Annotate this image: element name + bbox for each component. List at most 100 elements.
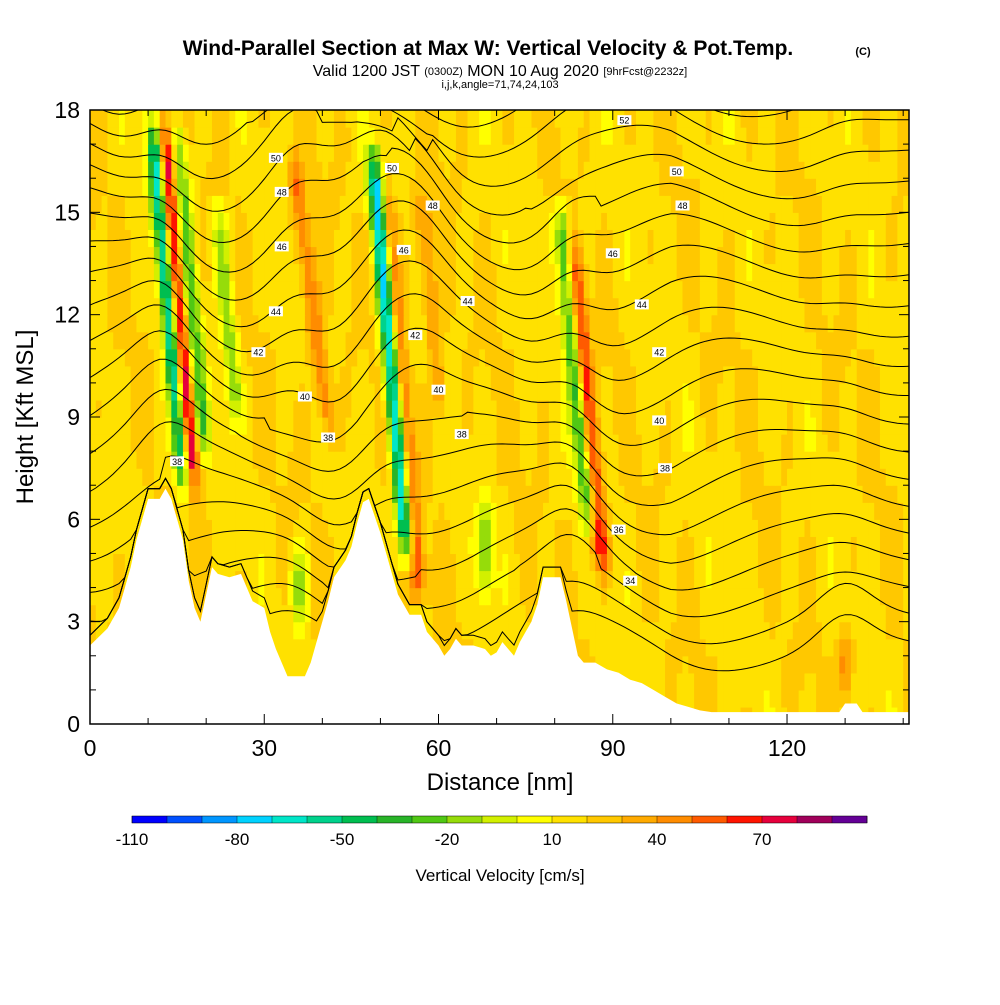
velocity-cell [624, 621, 631, 640]
velocity-cell [368, 331, 376, 350]
velocity-cell [397, 212, 405, 230]
velocity-cell [455, 263, 463, 282]
velocity-cell [769, 587, 777, 606]
velocity-cell [862, 263, 869, 282]
velocity-cell [252, 178, 260, 196]
velocity-cell [618, 280, 625, 299]
velocity-cell [537, 178, 544, 196]
velocity-cell [363, 263, 370, 282]
velocity-cell [595, 365, 602, 384]
velocity-cell [386, 229, 393, 248]
velocity-cell [229, 536, 236, 555]
velocity-cell [246, 314, 254, 333]
velocity-cell [601, 382, 608, 401]
velocity-cell [763, 229, 771, 248]
velocity-cell [572, 587, 579, 606]
velocity-cell [211, 178, 219, 196]
velocity-cell [845, 485, 852, 503]
velocity-cell [717, 536, 724, 555]
velocity-cell [856, 638, 864, 657]
velocity-cell [182, 365, 190, 384]
velocity-cell [763, 280, 771, 299]
velocity-cell [543, 246, 550, 265]
velocity-cell [182, 451, 190, 469]
velocity-cell [763, 195, 771, 213]
velocity-cell [293, 434, 300, 452]
velocity-cell [583, 212, 591, 230]
velocity-cell [810, 195, 817, 213]
velocity-cell [752, 280, 759, 299]
velocity-cell [792, 178, 800, 196]
velocity-cell [903, 263, 909, 282]
velocity-cell [723, 144, 730, 162]
velocity-cell [554, 331, 562, 350]
velocity-cell [333, 110, 341, 128]
velocity-cell [705, 434, 713, 452]
velocity-cell [200, 263, 207, 282]
velocity-cell [90, 604, 97, 623]
velocity-cell [752, 604, 759, 623]
velocity-cell [688, 451, 695, 469]
velocity-cell [281, 417, 289, 435]
velocity-cell [293, 553, 300, 572]
velocity-cell [740, 417, 747, 435]
velocity-cell [821, 468, 829, 486]
velocity-cell [845, 655, 852, 674]
velocity-cell [688, 502, 695, 520]
velocity-cell [548, 212, 556, 230]
velocity-cell [850, 127, 858, 145]
velocity-cell [194, 144, 201, 162]
velocity-cell [275, 195, 283, 213]
velocity-cell [95, 195, 103, 213]
velocity-cell [484, 365, 492, 384]
velocity-cell [142, 127, 149, 145]
velocity-cell [211, 434, 219, 452]
velocity-cell [275, 621, 283, 640]
velocity-cell [833, 519, 840, 537]
velocity-cell [717, 382, 724, 401]
velocity-cell [897, 638, 904, 657]
velocity-cell [728, 127, 736, 145]
velocity-cell [188, 519, 196, 537]
velocity-cell [101, 451, 109, 469]
velocity-cell [798, 587, 806, 606]
velocity-cell [833, 382, 840, 401]
velocity-cell [862, 331, 869, 350]
velocity-cell [113, 144, 120, 162]
velocity-cell [322, 229, 329, 248]
velocity-cell [845, 212, 852, 230]
velocity-cell [595, 314, 602, 333]
velocity-cell [211, 348, 219, 367]
velocity-cell [351, 331, 358, 350]
velocity-cell [409, 451, 416, 469]
velocity-cell [206, 570, 213, 589]
velocity-cell [479, 382, 486, 401]
velocity-cell [136, 417, 143, 435]
velocity-cell [496, 604, 504, 623]
velocity-cell [821, 195, 829, 213]
velocity-cell [711, 672, 718, 691]
velocity-cell [560, 417, 567, 435]
velocity-cell [119, 570, 126, 589]
velocity-cell [252, 127, 260, 145]
velocity-cell [757, 485, 765, 503]
velocity-cell [479, 638, 486, 657]
velocity-cell [142, 468, 149, 486]
velocity-cell [496, 348, 504, 367]
velocity-cell [821, 672, 829, 691]
velocity-cell [275, 451, 283, 469]
velocity-cell [363, 212, 370, 230]
velocity-cell [124, 417, 132, 435]
velocity-cell [903, 212, 909, 230]
velocity-cell [798, 348, 806, 367]
velocity-cell [746, 485, 753, 503]
velocity-cell [746, 451, 753, 469]
velocity-cell [583, 587, 591, 606]
velocity-cell [461, 246, 469, 265]
velocity-cell [612, 434, 620, 452]
velocity-cell [148, 451, 155, 469]
velocity-cell [502, 178, 509, 196]
velocity-cell [171, 212, 178, 230]
velocity-cell [339, 553, 347, 572]
velocity-cell [368, 382, 376, 401]
